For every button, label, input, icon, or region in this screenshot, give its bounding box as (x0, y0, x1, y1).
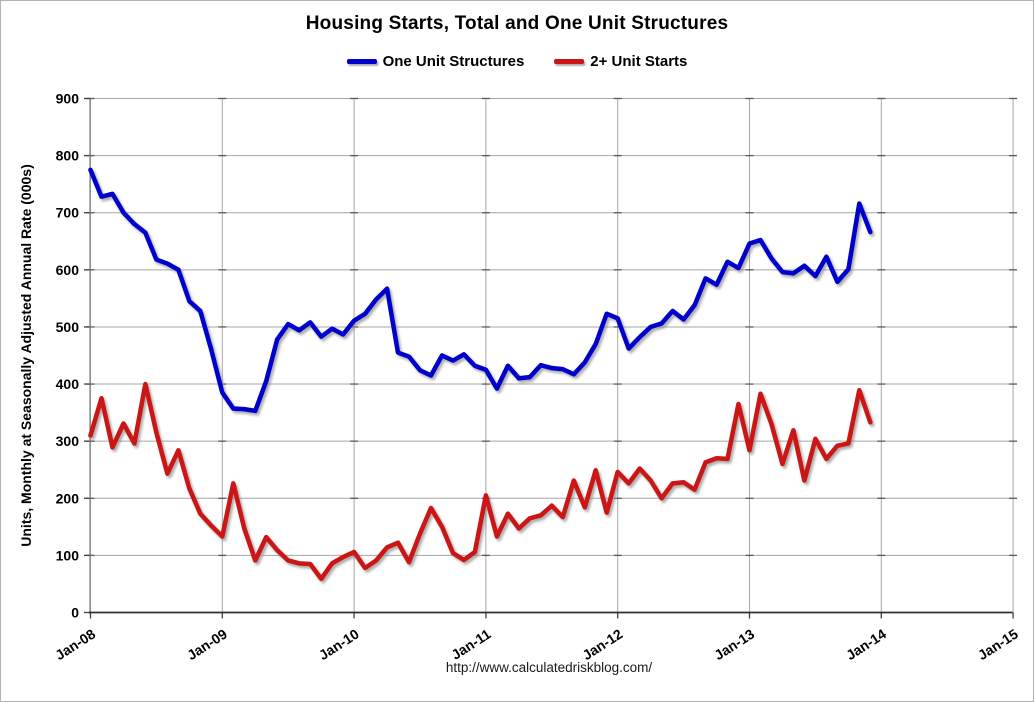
svg-text:Jan-11: Jan-11 (448, 625, 493, 662)
legend: One Unit Structures 2+ Unit Starts (1, 53, 1033, 70)
svg-text:200: 200 (56, 490, 80, 506)
legend-label-one-unit: One Unit Structures (382, 53, 525, 70)
source-url: http://www.calculatedriskblog.com/ (445, 660, 653, 675)
svg-text:Units, Monthly at Seasonally A: Units, Monthly at Seasonally Adjusted An… (18, 164, 34, 546)
svg-text:0: 0 (71, 605, 79, 621)
axis-ticks (84, 97, 1018, 619)
red-line-swatch-icon (554, 59, 585, 64)
gridlines (90, 98, 1014, 613)
data-series (88, 167, 873, 582)
legend-item-one-unit: One Unit Structures (346, 53, 525, 70)
svg-text:700: 700 (56, 205, 80, 221)
chart-title: Housing Starts, Total and One Unit Struc… (305, 13, 729, 34)
svg-text:600: 600 (56, 262, 80, 278)
svg-text:Jan-10: Jan-10 (316, 625, 362, 663)
x-axis-tick-labels: Jan-08 Jan-09 Jan-10 Jan-11 Jan-12 Jan-13 Jan-… (52, 625, 1021, 663)
blue-line-swatch-icon (346, 59, 377, 64)
svg-text:Jan-14: Jan-14 (843, 625, 889, 663)
svg-text:900: 900 (56, 91, 80, 107)
svg-text:800: 800 (56, 148, 80, 164)
svg-text:Jan-13: Jan-13 (711, 625, 757, 663)
y-axis-title: Units, Monthly at Seasonally Adjusted An… (18, 164, 34, 546)
svg-text:Jan-09: Jan-09 (184, 625, 230, 663)
svg-text:500: 500 (56, 319, 80, 335)
series-line-one-unit (88, 167, 873, 414)
axis-lines (89, 98, 1013, 614)
svg-text:400: 400 (56, 376, 80, 392)
svg-text:Jan-08: Jan-08 (52, 625, 98, 663)
svg-text:Jan-15: Jan-15 (975, 625, 1021, 663)
y-axis-tick-labels: 0 100 200 300 400 500 600 700 800 900 (56, 91, 80, 621)
svg-text:Jan-12: Jan-12 (579, 625, 625, 663)
svg-text:300: 300 (56, 433, 80, 449)
series-line-two-plus-unit (88, 381, 873, 582)
legend-label-two-plus: 2+ Unit Starts (590, 53, 688, 70)
legend-item-two-plus: 2+ Unit Starts (554, 53, 687, 70)
svg-text:100: 100 (56, 547, 80, 563)
